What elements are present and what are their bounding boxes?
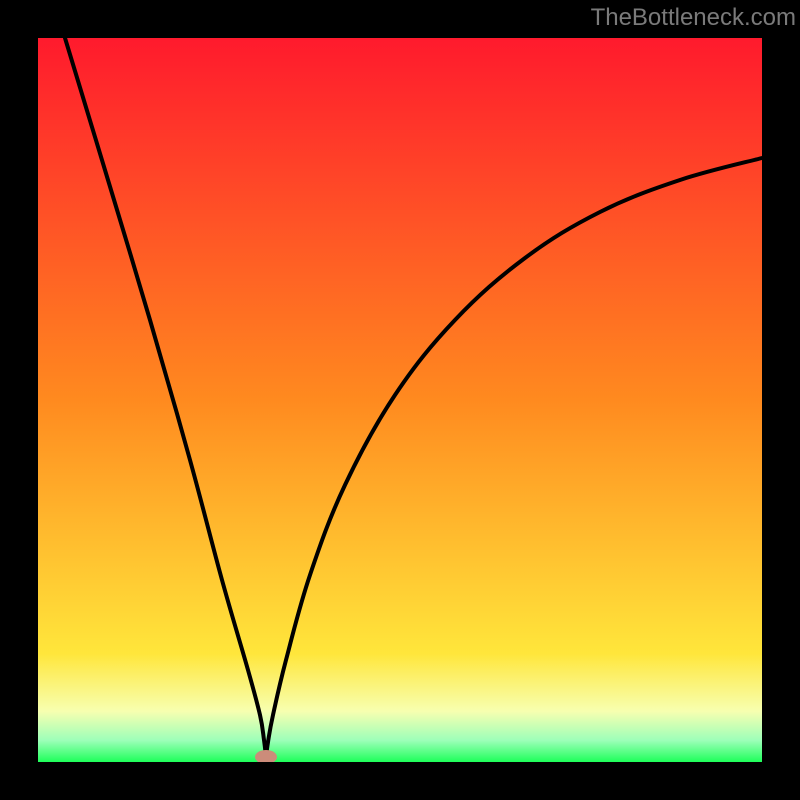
chart-container: TheBottleneck.com (0, 0, 800, 800)
plot-gradient-background (38, 38, 762, 762)
watermark-text: TheBottleneck.com (591, 4, 796, 32)
minimum-point-marker (255, 750, 277, 764)
